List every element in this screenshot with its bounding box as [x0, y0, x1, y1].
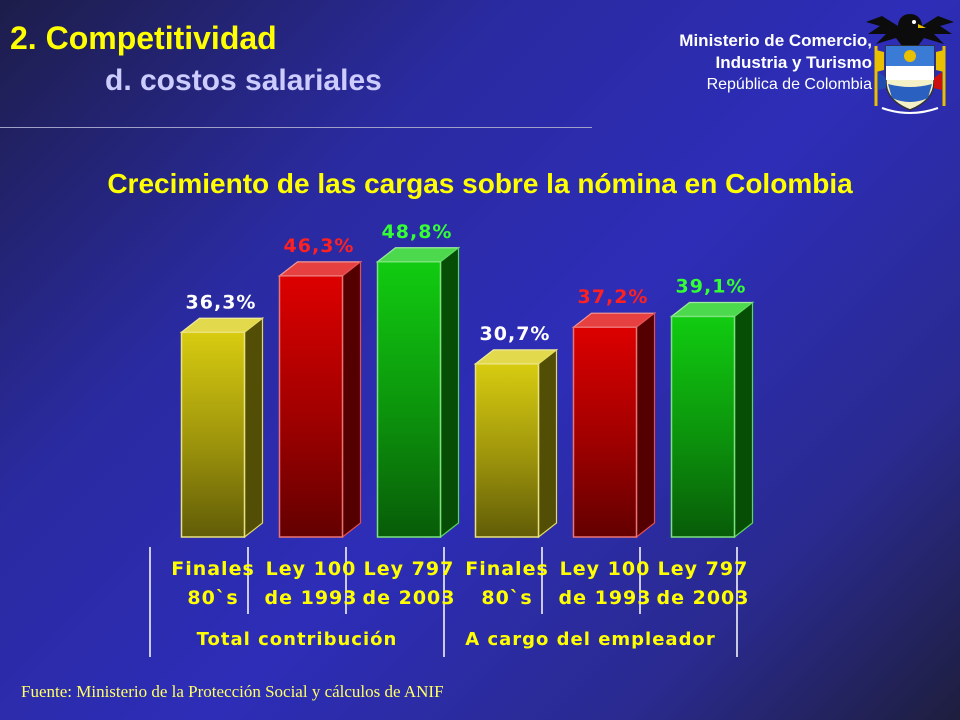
bar	[376, 261, 442, 538]
shield-icon	[885, 45, 935, 111]
chart-title: Crecimiento de las cargas sobre la nómin…	[107, 168, 853, 199]
country-name: República de Colombia	[706, 76, 872, 93]
bar-side	[537, 348, 558, 539]
category-label: Ley 797	[364, 558, 455, 580]
data-label: 30,7%	[480, 323, 551, 345]
slide-subtitle: d. costos salariales	[105, 64, 382, 97]
ministry-name-line1: Ministerio de Comercio,	[679, 31, 872, 50]
category-label: Finales	[465, 558, 549, 580]
data-label: 37,2%	[578, 286, 649, 308]
data-label: 36,3%	[186, 291, 257, 313]
category-label: Ley 797	[658, 558, 749, 580]
motto-ribbon	[881, 107, 939, 114]
category-label: Ley 100	[266, 558, 357, 580]
bar	[278, 275, 344, 538]
colombia-coat-of-arms-icon	[866, 14, 954, 114]
ministry-name-line2: Industria y Turismo	[715, 53, 873, 72]
bar-side	[341, 260, 362, 539]
category-label: Finales	[171, 558, 255, 580]
bar	[474, 363, 540, 538]
group-label: Total contribución	[197, 629, 398, 650]
category-label: 80`s	[481, 587, 532, 609]
source-note: Fuente: Ministerio de la Protección Soci…	[21, 682, 444, 701]
condor-icon	[866, 14, 954, 46]
category-label: de 1993	[265, 587, 358, 609]
data-label: 46,3%	[284, 235, 355, 257]
bar-side	[439, 246, 460, 539]
bar-side	[733, 301, 754, 539]
bar-side	[635, 311, 656, 539]
bar-side	[243, 317, 264, 539]
slide-title: 2. Competitividad	[10, 20, 277, 56]
data-label: 48,8%	[382, 221, 453, 243]
title-divider	[0, 127, 592, 128]
group-label: A cargo del empleador	[465, 629, 715, 650]
category-label: 80`s	[187, 587, 238, 609]
bar	[670, 315, 736, 538]
ministry-block: Ministerio de Comercio, Industria y Turi…	[679, 30, 872, 96]
category-label: de 2003	[363, 587, 456, 609]
category-label: Ley 100	[560, 558, 651, 580]
bar	[180, 331, 246, 538]
category-label: de 2003	[657, 587, 750, 609]
category-label: de 1993	[559, 587, 652, 609]
bar	[572, 326, 638, 538]
data-label: 39,1%	[676, 275, 747, 297]
